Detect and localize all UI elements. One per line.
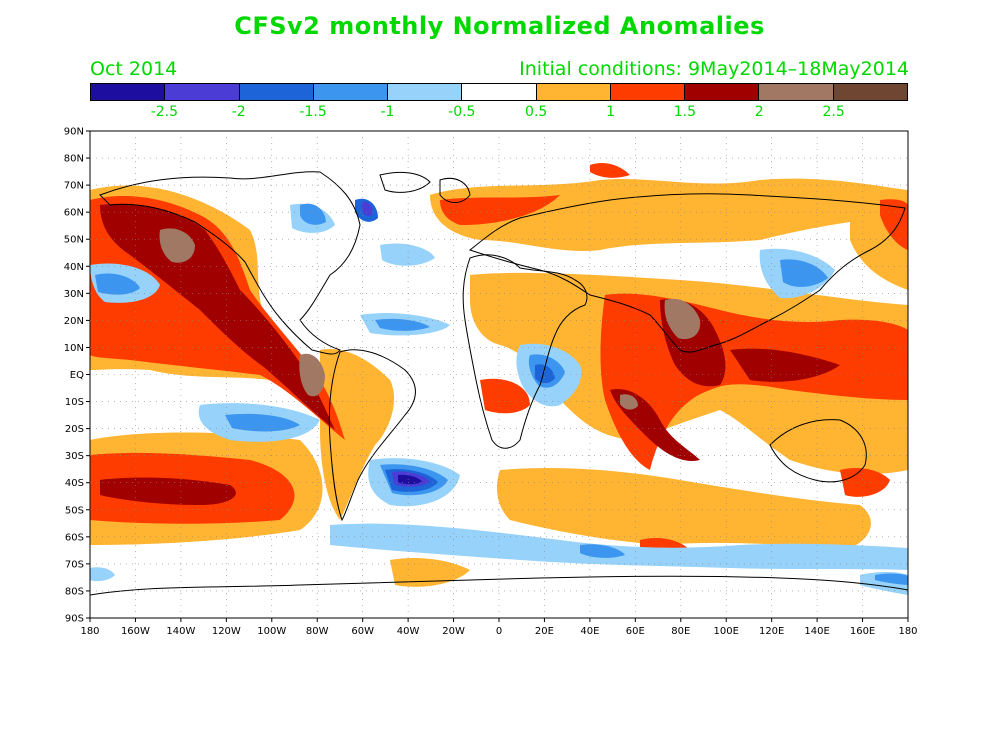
- colorbar-label: 0.5: [525, 104, 548, 120]
- colorbar-label: 1.5: [673, 104, 697, 120]
- lat-tick-label: 60N: [64, 208, 84, 219]
- colorbar-label: 2.5: [822, 104, 845, 120]
- colorbar-label: 2: [754, 104, 764, 120]
- colorbar-segment: [833, 84, 907, 100]
- lat-tick-label: 60S: [65, 532, 84, 543]
- lat-tick-label: 20S: [65, 424, 84, 435]
- chart-title: CFSv2 monthly Normalized Anomalies: [234, 12, 765, 40]
- colorbar-segment: [388, 84, 463, 100]
- lon-tick-label: 100E: [714, 626, 739, 637]
- anomaly-field: [90, 163, 908, 595]
- lon-tick-label: 100W: [257, 626, 286, 637]
- colorbar-label: 1: [606, 104, 615, 120]
- colorbar-segment: [165, 84, 240, 100]
- lon-tick-label: 140E: [804, 626, 829, 637]
- lat-tick-label: 10S: [65, 397, 84, 408]
- lat-tick-label: 90S: [65, 614, 84, 625]
- lon-tick-label: 60E: [626, 626, 645, 637]
- lon-tick-label: 160W: [121, 626, 150, 637]
- lon-tick-label: 140W: [166, 626, 195, 637]
- anomaly-negative-2-5: [398, 474, 422, 485]
- colorbar: [90, 83, 908, 101]
- colorbar-label: -0.5: [448, 104, 476, 120]
- colorbar-segment: [462, 84, 537, 100]
- lon-tick-label: 20W: [442, 626, 465, 637]
- latitude-ticks: 90N 80N 70N 60N 50N 40N 30N 20N 10N EQ 10S 20S 30S 40…: [64, 127, 90, 625]
- lat-tick-label: 10N: [64, 343, 84, 354]
- colorbar-segment: [239, 84, 314, 100]
- lon-tick-label: 160E: [850, 626, 875, 637]
- lon-tick-label: 20E: [535, 626, 554, 637]
- colorbar-label: -2.5: [150, 104, 179, 120]
- coastlines: [90, 171, 908, 596]
- lon-tick-label: 60W: [351, 626, 374, 637]
- initial-conditions: Initial conditions: 9May2014–18May2014: [519, 58, 909, 80]
- colorbar-label: -1.5: [299, 104, 327, 120]
- colorbar-segment: [685, 84, 760, 100]
- colorbar-label: -2: [231, 104, 246, 120]
- lon-tick-label: 40E: [580, 626, 599, 637]
- lon-tick-label: 40W: [397, 626, 420, 637]
- lon-tick-label: 180: [80, 626, 99, 637]
- colorbar-segment: [91, 84, 166, 100]
- lat-tick-label: 90N: [64, 127, 84, 138]
- lat-tick-label: 40N: [64, 262, 84, 273]
- lat-tick-label: 30N: [64, 289, 84, 300]
- colorbar-segment: [759, 84, 834, 100]
- lat-tick-label: 50S: [65, 505, 84, 516]
- lon-tick-label: 180: [898, 626, 917, 637]
- lat-tick-label: 80S: [65, 586, 84, 597]
- lon-tick-label: 80W: [306, 626, 329, 637]
- lat-tick-label: 70N: [64, 181, 84, 192]
- colorbar-segment: [536, 84, 611, 100]
- lat-tick-label: 20N: [64, 316, 84, 327]
- lon-tick-label: 80E: [671, 626, 690, 637]
- colorbar-segment: [610, 84, 686, 100]
- colorbar-segment: [313, 84, 389, 100]
- lat-tick-label: 70S: [65, 559, 84, 570]
- lat-tick-label: 80N: [64, 154, 84, 165]
- forecast-month: Oct 2014: [90, 58, 178, 80]
- gridlines: [90, 131, 908, 618]
- colorbar-label: -1: [380, 104, 395, 120]
- lon-tick-label: 120W: [212, 626, 241, 637]
- anomaly-positive-2: [159, 228, 701, 410]
- lon-tick-label: 120E: [759, 626, 784, 637]
- lat-tick-label: 40S: [65, 478, 84, 489]
- lat-tick-label: EQ: [70, 370, 84, 381]
- lon-tick-label: 0: [496, 626, 502, 637]
- lat-tick-label: 50N: [64, 235, 84, 246]
- longitude-ticks: 180 160W 140W 120W 100W 80W 60W 40W 20W 0 20E 40E 60…: [80, 618, 918, 637]
- lat-tick-label: 30S: [65, 451, 84, 462]
